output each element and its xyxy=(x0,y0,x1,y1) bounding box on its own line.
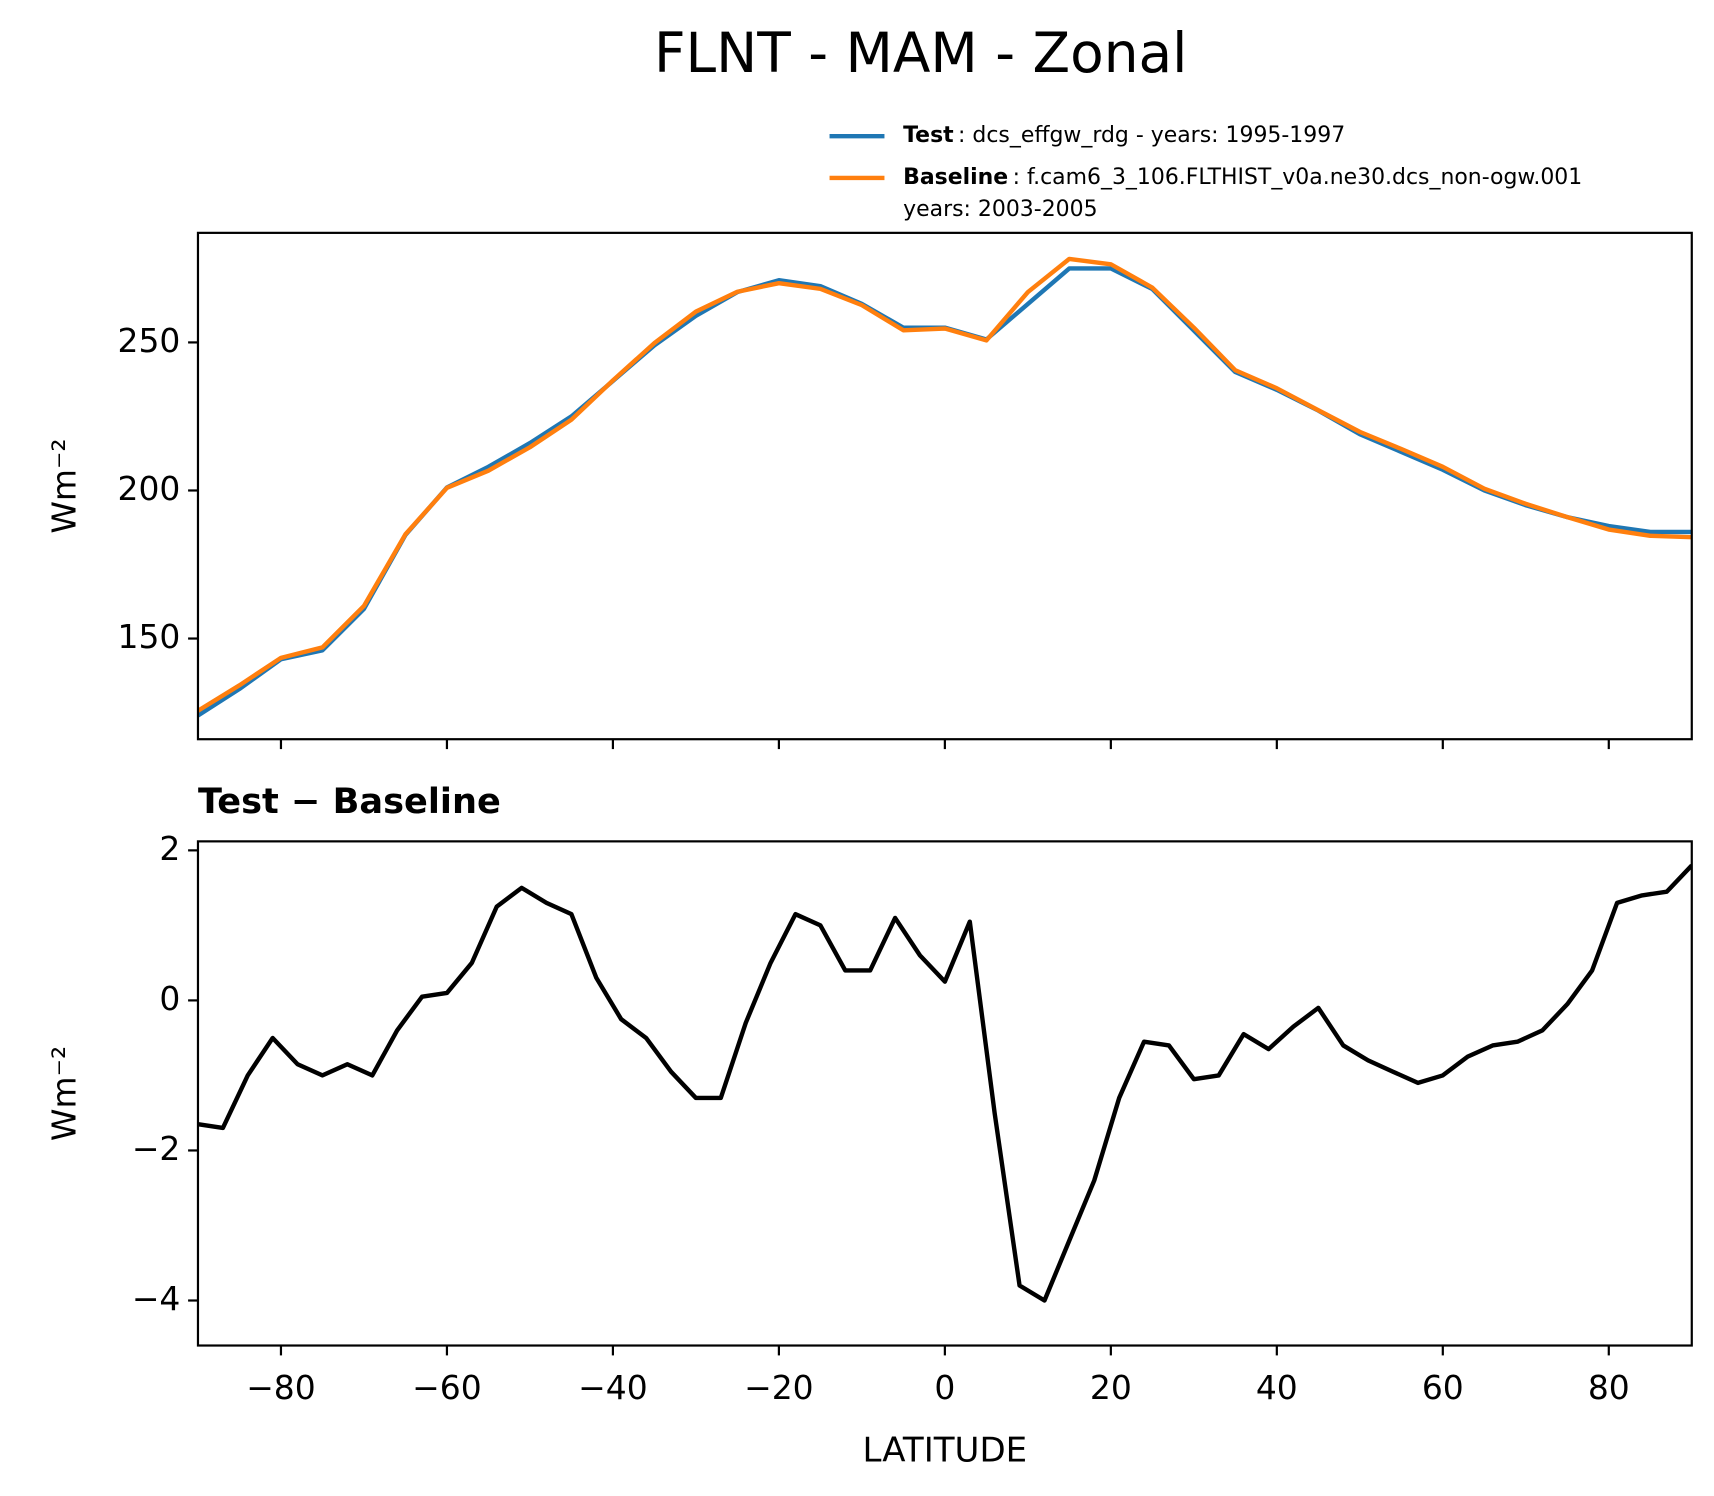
figure-title: FLNT - MAM - Zonal xyxy=(654,21,1187,85)
x-tick-label: −60 xyxy=(412,1368,482,1407)
data-line xyxy=(197,256,1692,713)
x-tick-label: 0 xyxy=(934,1368,955,1407)
plot-frame xyxy=(196,231,1693,741)
plot-frame xyxy=(196,840,1693,1347)
x-tick-label: −80 xyxy=(246,1368,316,1407)
x-tick-label: 60 xyxy=(1422,1368,1464,1407)
legend-desc: years: 2003-2005 xyxy=(903,197,1097,222)
data-line xyxy=(197,266,1692,718)
legend-desc: : f.cam6_3_106.FLTHIST_v0a.ne30.dcs_non-… xyxy=(1013,165,1583,190)
x-tick-label: 40 xyxy=(1256,1368,1298,1407)
legend-label: Baseline: f.cam6_3_106.FLTHIST_v0a.ne30.… xyxy=(903,165,1582,190)
x-axis-label: LATITUDE xyxy=(863,1431,1028,1471)
y-tick-label: 0 xyxy=(159,979,180,1018)
legend-name: Test xyxy=(903,123,954,148)
x-tick-label: 20 xyxy=(1090,1368,1132,1407)
panel-title: Test − Baseline xyxy=(198,781,501,822)
y-axis-label: Wm⁻² xyxy=(45,438,84,533)
y-axis-label: Wm⁻² xyxy=(45,1046,84,1141)
x-tick-label: −40 xyxy=(578,1368,648,1407)
legend-desc: : dcs_effgw_rdg - years: 1995-1997 xyxy=(958,123,1345,148)
y-tick-label: 150 xyxy=(118,617,181,656)
y-tick-label: −2 xyxy=(132,1129,181,1168)
legend-label: Test: dcs_effgw_rdg - years: 1995-1997 xyxy=(903,123,1345,148)
data-line xyxy=(197,863,1692,1303)
y-tick-label: 200 xyxy=(118,469,181,508)
y-tick-label: −4 xyxy=(132,1279,181,1318)
y-tick-label: 250 xyxy=(118,321,181,360)
y-tick-label: 2 xyxy=(159,829,180,868)
legend-name: Baseline xyxy=(903,165,1008,190)
x-tick-label: −20 xyxy=(744,1368,814,1407)
x-tick-label: 80 xyxy=(1588,1368,1630,1407)
